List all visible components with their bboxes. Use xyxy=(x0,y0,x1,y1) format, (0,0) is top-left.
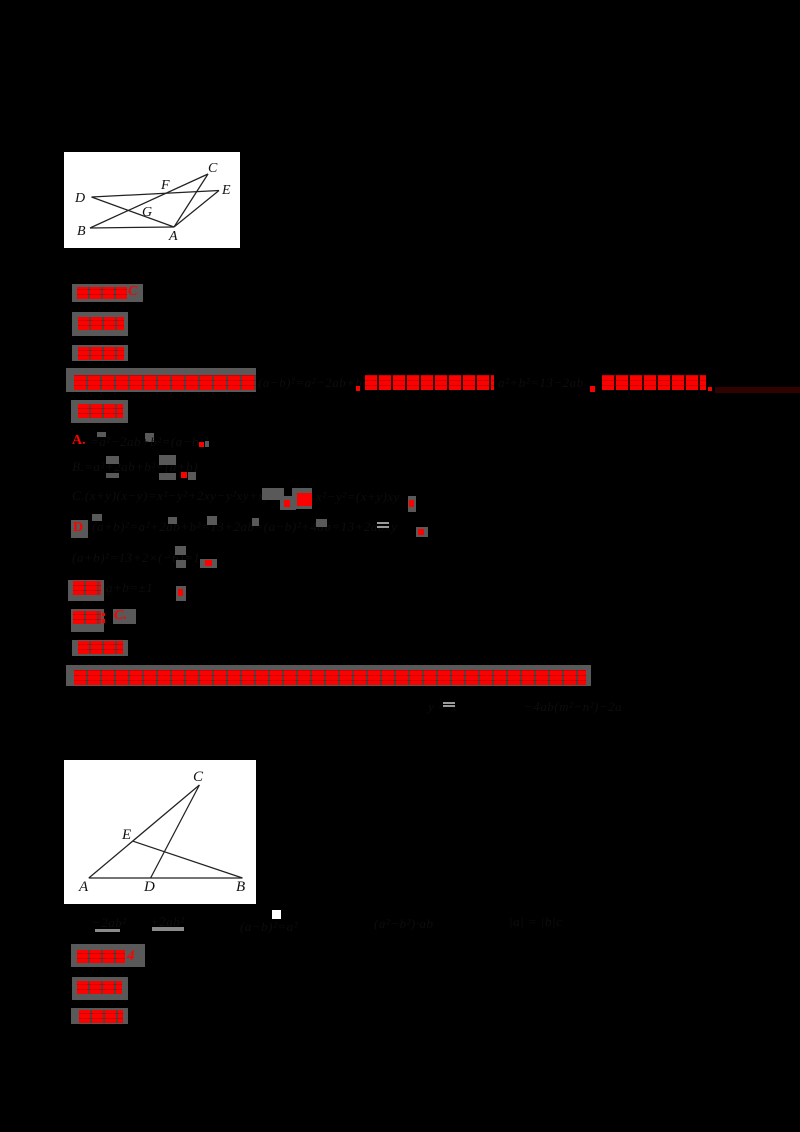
svg-text:B: B xyxy=(77,224,86,239)
svg-text:C: C xyxy=(193,769,204,785)
svg-text:B: B xyxy=(236,879,245,895)
svg-text:D: D xyxy=(74,191,85,206)
svg-text:G: G xyxy=(142,205,152,220)
svg-text:D: D xyxy=(143,879,155,895)
svg-text:C: C xyxy=(208,161,218,176)
svg-text:E: E xyxy=(121,827,131,843)
svg-text:F: F xyxy=(160,178,170,193)
svg-text:A: A xyxy=(78,879,89,895)
svg-text:A: A xyxy=(168,229,178,244)
svg-text:E: E xyxy=(221,183,231,198)
